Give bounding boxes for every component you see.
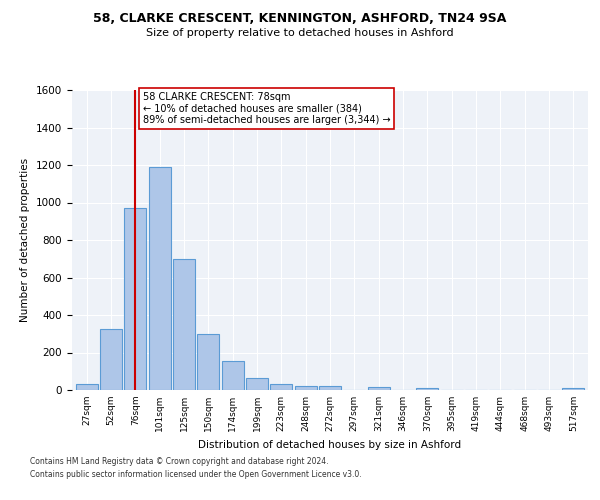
Bar [319, 386, 341, 390]
Bar [197, 334, 219, 390]
Text: Contains HM Land Registry data © Crown copyright and database right 2024.: Contains HM Land Registry data © Crown c… [30, 458, 329, 466]
Bar [173, 259, 195, 390]
X-axis label: Distribution of detached houses by size in Ashford: Distribution of detached houses by size … [199, 440, 461, 450]
Bar [562, 388, 584, 390]
Y-axis label: Number of detached properties: Number of detached properties [20, 158, 31, 322]
Bar [100, 329, 122, 390]
Bar [246, 378, 268, 390]
Bar [271, 384, 292, 390]
Bar [221, 361, 244, 390]
Text: Size of property relative to detached houses in Ashford: Size of property relative to detached ho… [146, 28, 454, 38]
Bar [416, 388, 439, 390]
Text: Contains public sector information licensed under the Open Government Licence v3: Contains public sector information licen… [30, 470, 362, 479]
Bar [124, 208, 146, 390]
Bar [149, 167, 170, 390]
Bar [368, 387, 389, 390]
Bar [76, 384, 98, 390]
Bar [295, 386, 317, 390]
Text: 58, CLARKE CRESCENT, KENNINGTON, ASHFORD, TN24 9SA: 58, CLARKE CRESCENT, KENNINGTON, ASHFORD… [94, 12, 506, 26]
Text: 58 CLARKE CRESCENT: 78sqm
← 10% of detached houses are smaller (384)
89% of semi: 58 CLARKE CRESCENT: 78sqm ← 10% of detac… [143, 92, 390, 126]
